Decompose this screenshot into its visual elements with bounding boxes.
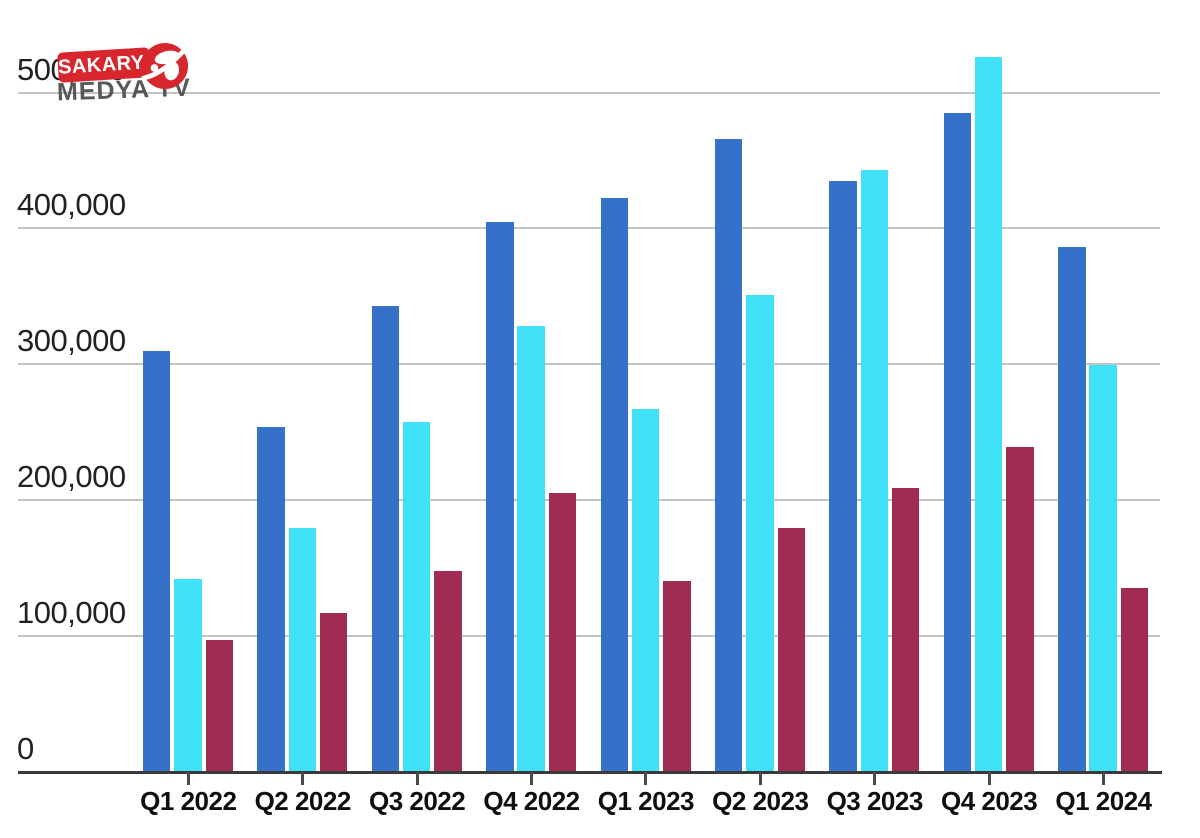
y-axis-label: 100,000: [17, 594, 126, 630]
bar-q4-2022-series_dark_red: [548, 493, 577, 772]
x-axis-line: [18, 770, 1162, 774]
bar-q2-2022-series_cyan: [288, 528, 317, 772]
bar-q1-2024-series_blue: [1058, 247, 1086, 772]
bar-q3-2023-series_cyan: [860, 169, 889, 772]
gridline-300000: [18, 363, 1160, 366]
bar-q1-2023-series_blue: [600, 198, 628, 772]
bar-q1-2022-series_cyan: [174, 578, 202, 772]
gridline-100000: [18, 634, 1160, 637]
bar-q1-2023-series_dark_red: [663, 581, 691, 772]
bar-q1-2022-series_dark_red: [205, 639, 233, 772]
bar-q4-2022-series_cyan: [517, 326, 545, 772]
x-axis-tick: [301, 771, 305, 785]
bar-q3-2023-series_dark_red: [891, 487, 920, 772]
x-axis-tick: [987, 771, 991, 785]
bar-q1-2022-series_blue: [142, 350, 171, 772]
bar-q2-2023-series_dark_red: [777, 528, 805, 772]
x-axis-label: Q1 2022: [140, 786, 237, 816]
x-axis-tick: [415, 771, 419, 785]
bar-q1-2023-series_cyan: [631, 408, 660, 772]
sakarya-medya-tv-logo: SAKARYA MEDYA TV: [0, 0, 260, 130]
x-axis-label: Q2 2023: [712, 786, 809, 816]
x-axis-label: Q4 2023: [940, 786, 1038, 816]
gridline-400000: [18, 227, 1160, 230]
bar-q2-2022-series_dark_red: [319, 612, 348, 772]
logo-globe-icon: [141, 42, 189, 90]
bar-q3-2022-series_dark_red: [434, 570, 462, 772]
bar-q4-2023-series_cyan: [975, 57, 1003, 772]
x-axis-tick: [1102, 771, 1105, 785]
bar-q3-2023-series_blue: [829, 180, 857, 772]
bar-q1-2024-series_cyan: [1089, 365, 1117, 772]
bar-q3-2022-series_blue: [371, 305, 400, 772]
x-axis-label: Q3 2022: [368, 786, 466, 816]
bar-q2-2022-series_blue: [257, 426, 285, 772]
x-axis-label: Q2 2022: [254, 786, 352, 816]
x-axis-tick: [873, 771, 877, 785]
x-axis-label: Q3 2023: [826, 786, 924, 816]
bar-q1-2024-series_dark_red: [1120, 588, 1149, 772]
x-axis-tick: [644, 771, 648, 785]
y-axis-label: 0: [17, 730, 34, 766]
bar-q2-2023-series_blue: [714, 138, 743, 772]
x-axis-tick: [758, 771, 762, 785]
gridline-200000: [18, 498, 1160, 501]
y-axis-label: 400,000: [17, 187, 126, 223]
bar-q4-2023-series_dark_red: [1006, 446, 1034, 772]
bar-q2-2023-series_cyan: [746, 294, 774, 772]
x-axis-label: Q1 2024: [1055, 786, 1152, 816]
y-axis-label: 200,000: [17, 458, 126, 494]
bar-q4-2022-series_blue: [486, 221, 514, 772]
x-axis-tick: [186, 771, 190, 785]
bar-q4-2023-series_blue: [943, 112, 972, 772]
gridline-500000: [18, 91, 1160, 94]
x-axis-label: Q1 2023: [597, 786, 695, 816]
x-axis-tick: [530, 771, 533, 785]
x-axis-label: Q4 2022: [483, 786, 580, 816]
y-axis-label: 300,000: [17, 323, 126, 359]
bar-q3-2022-series_cyan: [403, 422, 431, 772]
